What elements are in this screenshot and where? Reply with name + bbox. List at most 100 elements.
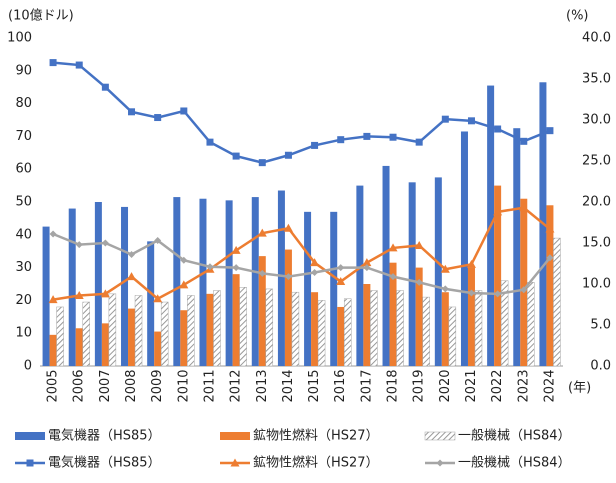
x-tick-label: 2023 xyxy=(516,369,531,402)
marker xyxy=(26,459,34,467)
marker xyxy=(128,250,136,258)
x-tick-label: 2013 xyxy=(255,369,270,402)
bar xyxy=(370,290,378,367)
bar xyxy=(448,306,457,367)
y-tick-label: 90 xyxy=(15,63,32,78)
bar xyxy=(513,128,521,366)
marker xyxy=(154,237,162,245)
y-tick-label: 60 xyxy=(15,162,32,177)
x-unit: (年) xyxy=(568,381,591,396)
bar xyxy=(265,288,274,367)
bar xyxy=(277,190,285,366)
legend-swatch xyxy=(424,431,456,441)
marker xyxy=(258,159,266,167)
marker xyxy=(232,264,240,272)
y-tick-label: 50 xyxy=(15,195,32,210)
bar xyxy=(284,249,292,366)
marker xyxy=(48,295,58,304)
bar xyxy=(42,226,50,366)
bar xyxy=(68,208,76,366)
bar xyxy=(520,198,528,366)
x-tick-label: 2012 xyxy=(229,369,244,402)
marker xyxy=(206,138,214,146)
bar xyxy=(258,256,266,366)
x-tick-label: 2010 xyxy=(176,369,191,402)
marker xyxy=(310,258,320,267)
x-tick-label: 2020 xyxy=(438,369,453,402)
marker xyxy=(415,138,423,146)
x-tick-label: 2006 xyxy=(72,369,87,402)
bar xyxy=(225,200,233,366)
legend-label: 一般機械（HS84） xyxy=(458,428,571,444)
marker xyxy=(230,458,240,467)
marker xyxy=(389,133,397,141)
marker xyxy=(75,61,83,69)
bar xyxy=(330,211,338,366)
bar xyxy=(500,280,509,367)
x-tick-label: 2019 xyxy=(412,369,427,402)
bar xyxy=(232,274,240,366)
bar xyxy=(363,284,371,366)
marker xyxy=(546,254,554,262)
marker xyxy=(363,132,371,140)
bar xyxy=(56,306,64,367)
marker xyxy=(101,239,109,247)
bar xyxy=(173,197,181,366)
marker xyxy=(206,263,214,271)
bar xyxy=(213,290,221,367)
marker xyxy=(362,258,372,267)
marker xyxy=(520,286,528,294)
y-tick-label: 40 xyxy=(15,227,32,242)
bar xyxy=(75,328,83,366)
marker xyxy=(363,264,371,272)
y-tick-label: 70 xyxy=(15,129,32,144)
y2-tick-label: 0.0 xyxy=(590,359,611,374)
marker xyxy=(100,289,110,298)
y2-unit: (%) xyxy=(566,9,589,24)
y2-tick-label: 15.0 xyxy=(582,236,611,251)
marker xyxy=(258,269,266,277)
y2-tick-label: 35.0 xyxy=(582,72,611,87)
marker xyxy=(154,114,162,122)
marker xyxy=(180,256,188,264)
marker xyxy=(466,259,476,268)
marker xyxy=(414,240,424,249)
y-unit: (10億ドル) xyxy=(8,8,74,24)
marker xyxy=(153,294,163,303)
bar xyxy=(441,292,449,366)
bar xyxy=(382,165,390,366)
marker xyxy=(179,280,189,289)
bar xyxy=(128,308,136,366)
x-tick-label: 2015 xyxy=(307,369,322,402)
bar xyxy=(415,267,423,366)
bar xyxy=(187,295,195,367)
bar xyxy=(304,211,312,366)
x-tick-label: 2017 xyxy=(359,369,374,402)
x-tick-label: 2022 xyxy=(490,369,505,402)
bar xyxy=(337,306,345,366)
marker xyxy=(311,141,319,149)
bar xyxy=(82,301,90,367)
bar xyxy=(199,198,207,366)
y-tick-label: 20 xyxy=(15,293,32,308)
marker xyxy=(284,273,292,281)
marker xyxy=(337,136,345,144)
bar xyxy=(546,205,554,366)
x-tick-label: 2008 xyxy=(124,369,139,402)
x-tick-label: 2016 xyxy=(333,369,348,402)
marker xyxy=(127,272,137,281)
bar xyxy=(180,310,188,366)
bar xyxy=(134,295,143,367)
bar xyxy=(389,262,397,366)
marker xyxy=(415,278,423,286)
y2-tick-label: 20.0 xyxy=(582,195,611,210)
marker xyxy=(337,264,345,272)
bar xyxy=(317,300,326,367)
bar xyxy=(239,287,247,367)
marker xyxy=(520,137,528,145)
x-tick-label: 2024 xyxy=(542,369,557,402)
marker xyxy=(128,108,136,116)
y2-tick-label: 25.0 xyxy=(582,154,611,169)
marker xyxy=(388,243,398,252)
